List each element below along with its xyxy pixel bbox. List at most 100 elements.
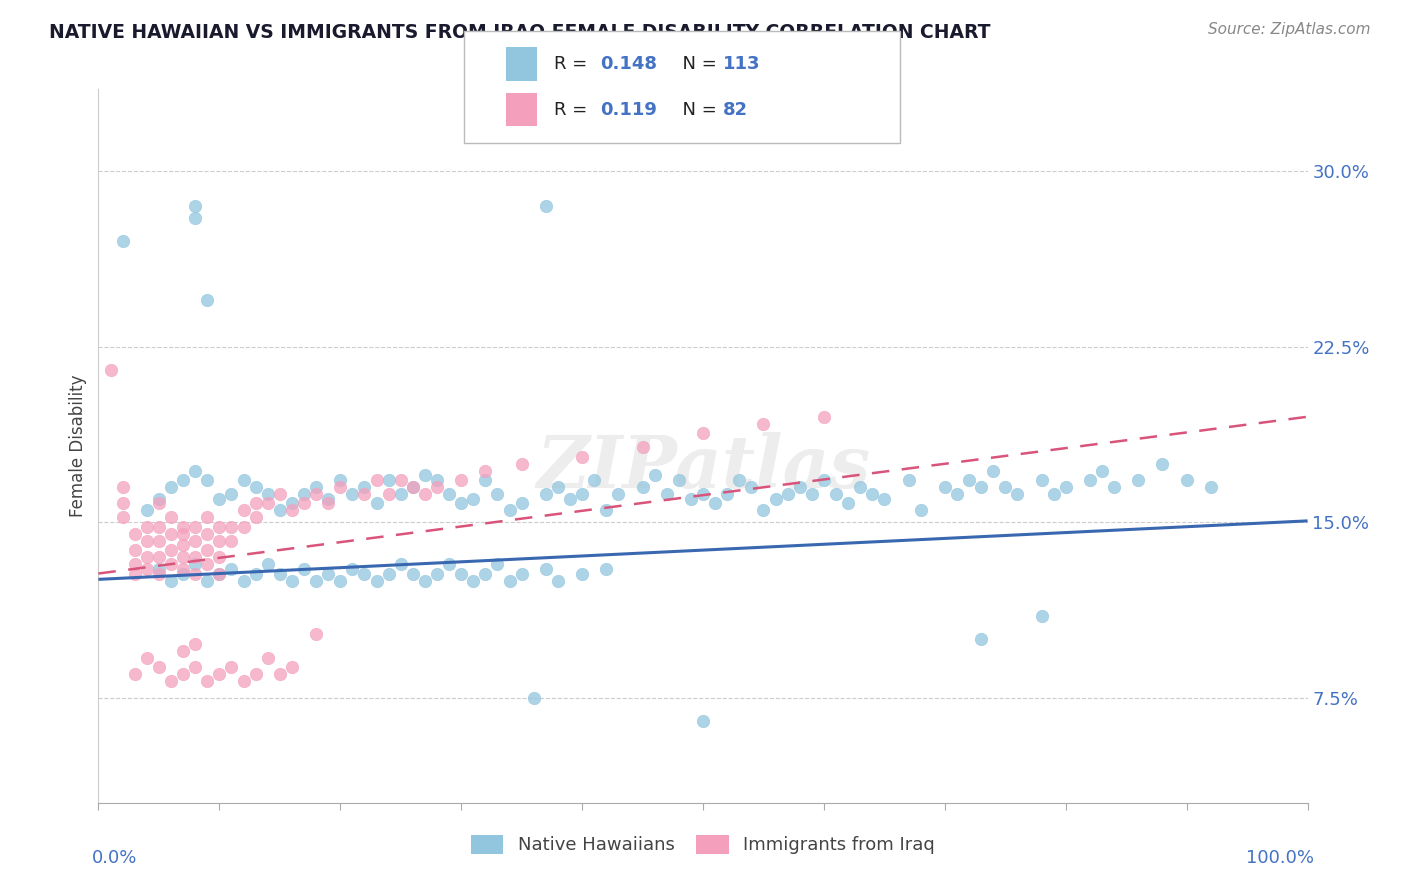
Point <box>389 557 412 571</box>
Point <box>245 566 267 581</box>
Point <box>474 473 496 487</box>
Point <box>160 557 183 571</box>
Point <box>1128 473 1150 487</box>
Point <box>353 480 375 494</box>
Point <box>100 363 122 377</box>
Point <box>124 526 146 541</box>
Point <box>1078 473 1101 487</box>
Point <box>994 480 1017 494</box>
Point <box>329 574 352 588</box>
Point <box>752 503 775 517</box>
Point <box>135 550 157 565</box>
Point <box>292 562 315 576</box>
Point <box>426 473 449 487</box>
Point <box>148 533 170 548</box>
Point <box>111 480 134 494</box>
Point <box>474 464 496 478</box>
Point <box>752 417 775 431</box>
Point <box>148 491 170 506</box>
Text: ZIPatlas: ZIPatlas <box>536 432 870 503</box>
Point <box>946 487 969 501</box>
Point <box>765 491 787 506</box>
Point <box>437 557 460 571</box>
Point <box>195 526 218 541</box>
Point <box>135 519 157 533</box>
Point <box>221 519 243 533</box>
Point <box>184 533 207 548</box>
Point <box>221 487 243 501</box>
Point <box>292 496 315 510</box>
Point <box>366 574 388 588</box>
Text: R =: R = <box>554 55 593 73</box>
Point <box>135 533 157 548</box>
Point <box>160 510 183 524</box>
Point <box>148 550 170 565</box>
Point <box>631 440 654 454</box>
Text: N =: N = <box>671 101 723 119</box>
Point <box>269 667 291 681</box>
Point <box>1042 487 1064 501</box>
Point <box>281 503 304 517</box>
Point <box>172 538 194 552</box>
Point <box>111 496 134 510</box>
Point <box>813 409 835 424</box>
Point <box>172 519 194 533</box>
Point <box>970 632 993 646</box>
Point <box>195 557 218 571</box>
Point <box>124 557 146 571</box>
Point <box>366 496 388 510</box>
Point <box>377 487 399 501</box>
Point <box>849 480 872 494</box>
Point <box>124 543 146 558</box>
Point <box>692 487 714 501</box>
Point <box>184 637 207 651</box>
Point <box>329 473 352 487</box>
Point <box>353 566 375 581</box>
Point <box>716 487 738 501</box>
Point <box>184 211 207 225</box>
Point <box>377 566 399 581</box>
Point <box>184 464 207 478</box>
Point <box>148 566 170 581</box>
Point <box>172 644 194 658</box>
Point <box>221 533 243 548</box>
Point <box>208 519 231 533</box>
Point <box>195 674 218 689</box>
Point <box>523 690 546 705</box>
Point <box>148 660 170 674</box>
Point <box>172 550 194 565</box>
Point <box>450 496 472 510</box>
Point <box>571 566 593 581</box>
Point <box>160 674 183 689</box>
Point <box>655 487 678 501</box>
Point <box>195 510 218 524</box>
Point <box>148 496 170 510</box>
Point <box>245 496 267 510</box>
Point <box>342 487 364 501</box>
Text: 0.0%: 0.0% <box>93 849 138 867</box>
Point <box>172 473 194 487</box>
Point <box>232 503 254 517</box>
Point <box>195 473 218 487</box>
Point <box>281 496 304 510</box>
Point <box>184 550 207 565</box>
Point <box>353 487 375 501</box>
Point <box>970 480 993 494</box>
Point <box>160 543 183 558</box>
Point <box>450 473 472 487</box>
Point <box>148 562 170 576</box>
Point <box>342 562 364 576</box>
Point <box>184 519 207 533</box>
Point <box>124 667 146 681</box>
Point <box>148 519 170 533</box>
Point <box>111 510 134 524</box>
Point <box>595 562 617 576</box>
Point <box>1102 480 1125 494</box>
Point <box>305 627 328 641</box>
Point <box>1199 480 1222 494</box>
Point <box>281 574 304 588</box>
Point <box>571 487 593 501</box>
Point <box>486 487 509 501</box>
Point <box>269 487 291 501</box>
Point <box>1007 487 1029 501</box>
